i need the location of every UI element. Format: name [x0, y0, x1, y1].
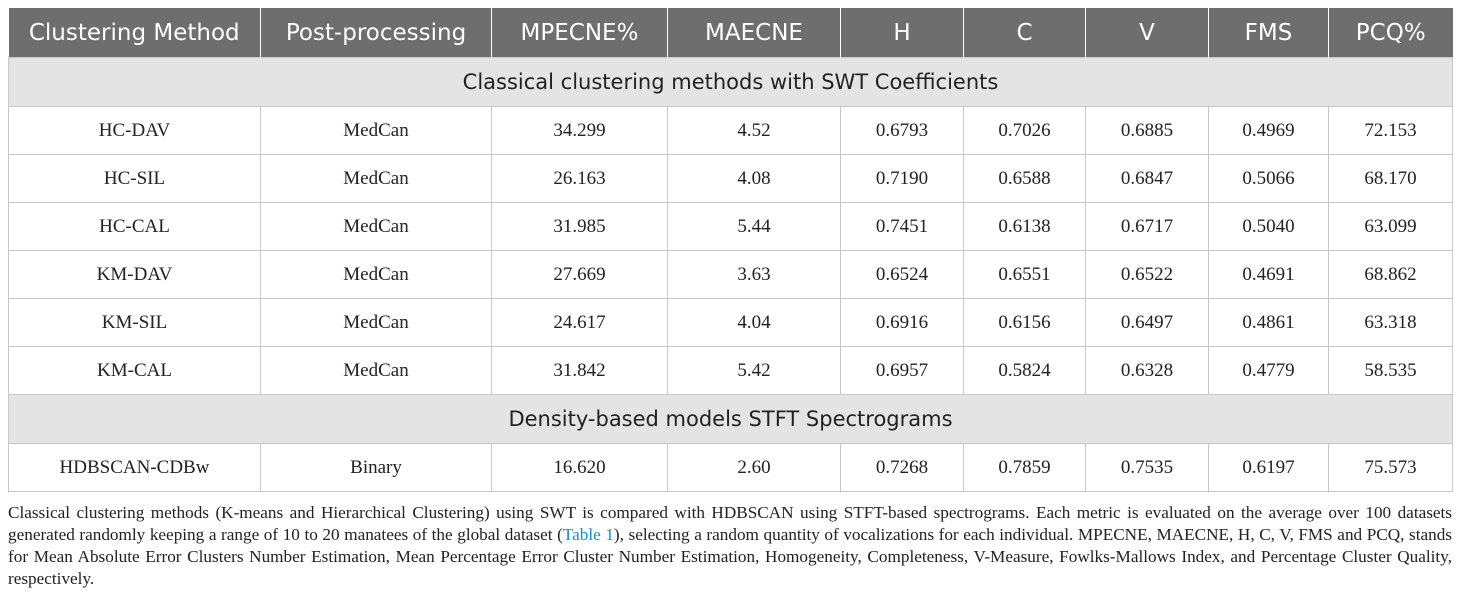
table-row: KM-DAV MedCan 27.669 3.63 0.6524 0.6551 …	[8, 250, 1453, 299]
table-cell: 0.6588	[963, 154, 1086, 203]
table-cell: 0.6524	[840, 250, 964, 299]
table-cell: 0.7859	[963, 443, 1086, 492]
table-row: KM-CAL MedCan 31.842 5.42 0.6957 0.5824 …	[8, 346, 1453, 395]
table-cell: 0.7535	[1085, 443, 1209, 492]
table-cell: 0.4691	[1208, 250, 1329, 299]
table-row: HC-CAL MedCan 31.985 5.44 0.7451 0.6138 …	[8, 202, 1453, 251]
table-cell: 58.535	[1328, 346, 1453, 395]
table-cell: 0.5066	[1208, 154, 1329, 203]
table-cell: 0.6717	[1085, 202, 1209, 251]
results-table: Clustering Method Post-processing MPECNE…	[8, 8, 1453, 492]
table-cell: 0.6551	[963, 250, 1086, 299]
table-cell: 0.4969	[1208, 106, 1329, 155]
caption-text-after: ), selecting a random quantity of vocali…	[8, 525, 1452, 588]
section-row: Density-based models STFT Spectrograms	[8, 394, 1453, 444]
table-cell: 68.170	[1328, 154, 1453, 203]
table-cell: 26.163	[491, 154, 668, 203]
header-cell: V	[1085, 8, 1209, 58]
table-cell: MedCan	[260, 106, 492, 155]
table-cell: 31.985	[491, 202, 668, 251]
header-row: Clustering Method Post-processing MPECNE…	[8, 8, 1453, 58]
section-row: Classical clustering methods with SWT Co…	[8, 57, 1453, 107]
header-cell: MAECNE	[667, 8, 841, 58]
header-cell: Post-processing	[260, 8, 492, 58]
table-cell: 24.617	[491, 298, 668, 347]
table-cell: 0.4861	[1208, 298, 1329, 347]
table-cell: 4.04	[667, 298, 841, 347]
results-table-container: Clustering Method Post-processing MPECNE…	[8, 8, 1453, 492]
table-cell: 63.318	[1328, 298, 1453, 347]
table-cell: 4.08	[667, 154, 841, 203]
table-cell: 0.7268	[840, 443, 964, 492]
table-cell: 0.6916	[840, 298, 964, 347]
table-cell: 0.6885	[1085, 106, 1209, 155]
table-row: KM-SIL MedCan 24.617 4.04 0.6916 0.6156 …	[8, 298, 1453, 347]
table-cell: MedCan	[260, 298, 492, 347]
table-row: HC-DAV MedCan 34.299 4.52 0.6793 0.7026 …	[8, 106, 1453, 155]
table-cell: 5.42	[667, 346, 841, 395]
table-cell: 0.6328	[1085, 346, 1209, 395]
table-cell: 72.153	[1328, 106, 1453, 155]
table-cell: MedCan	[260, 154, 492, 203]
header-cell: Clustering Method	[8, 8, 261, 58]
table-cell: 31.842	[491, 346, 668, 395]
table-cell: 16.620	[491, 443, 668, 492]
table-cell: KM-SIL	[8, 298, 261, 347]
table-cell: 4.52	[667, 106, 841, 155]
table-cell: 0.6847	[1085, 154, 1209, 203]
table-cell: 0.6197	[1208, 443, 1329, 492]
table-cell: Binary	[260, 443, 492, 492]
table-cell: 63.099	[1328, 202, 1453, 251]
header-cell: H	[840, 8, 964, 58]
table-cell: 0.6793	[840, 106, 964, 155]
table-cell: MedCan	[260, 202, 492, 251]
table-cell: HC-SIL	[8, 154, 261, 203]
header-cell: C	[963, 8, 1086, 58]
table-row: HDBSCAN-CDBw Binary 16.620 2.60 0.7268 0…	[8, 443, 1453, 492]
table-cell: 0.7190	[840, 154, 964, 203]
table-cell: 0.6138	[963, 202, 1086, 251]
table-cell: 27.669	[491, 250, 668, 299]
section-title: Classical clustering methods with SWT Co…	[8, 57, 1453, 107]
table-cell: MedCan	[260, 250, 492, 299]
table-1-link[interactable]: Table 1	[562, 525, 614, 544]
table-cell: 75.573	[1328, 443, 1453, 492]
section-title: Density-based models STFT Spectrograms	[8, 394, 1453, 444]
caption-text-before: Classical clustering methods (K-means an…	[8, 503, 1452, 544]
table-cell: 0.6497	[1085, 298, 1209, 347]
table-cell: 3.63	[667, 250, 841, 299]
table-cell: KM-CAL	[8, 346, 261, 395]
table-cell: 5.44	[667, 202, 841, 251]
table-cell: MedCan	[260, 346, 492, 395]
table-cell: 34.299	[491, 106, 668, 155]
table-cell: HC-CAL	[8, 202, 261, 251]
header-cell: PCQ%	[1328, 8, 1453, 58]
header-cell: FMS	[1208, 8, 1329, 58]
table-cell: 0.5040	[1208, 202, 1329, 251]
table-caption: Classical clustering methods (K-means an…	[8, 502, 1452, 590]
table-cell: 0.4779	[1208, 346, 1329, 395]
table-cell: 0.7451	[840, 202, 964, 251]
table-row: HC-SIL MedCan 26.163 4.08 0.7190 0.6588 …	[8, 154, 1453, 203]
table-cell: 0.6522	[1085, 250, 1209, 299]
table-cell: 2.60	[667, 443, 841, 492]
table-cell: 0.5824	[963, 346, 1086, 395]
table-cell: KM-DAV	[8, 250, 261, 299]
table-cell: 0.6156	[963, 298, 1086, 347]
table-cell: 0.7026	[963, 106, 1086, 155]
table-cell: 0.6957	[840, 346, 964, 395]
header-cell: MPECNE%	[491, 8, 668, 58]
table-cell: HDBSCAN-CDBw	[8, 443, 261, 492]
table-cell: HC-DAV	[8, 106, 261, 155]
table-cell: 68.862	[1328, 250, 1453, 299]
